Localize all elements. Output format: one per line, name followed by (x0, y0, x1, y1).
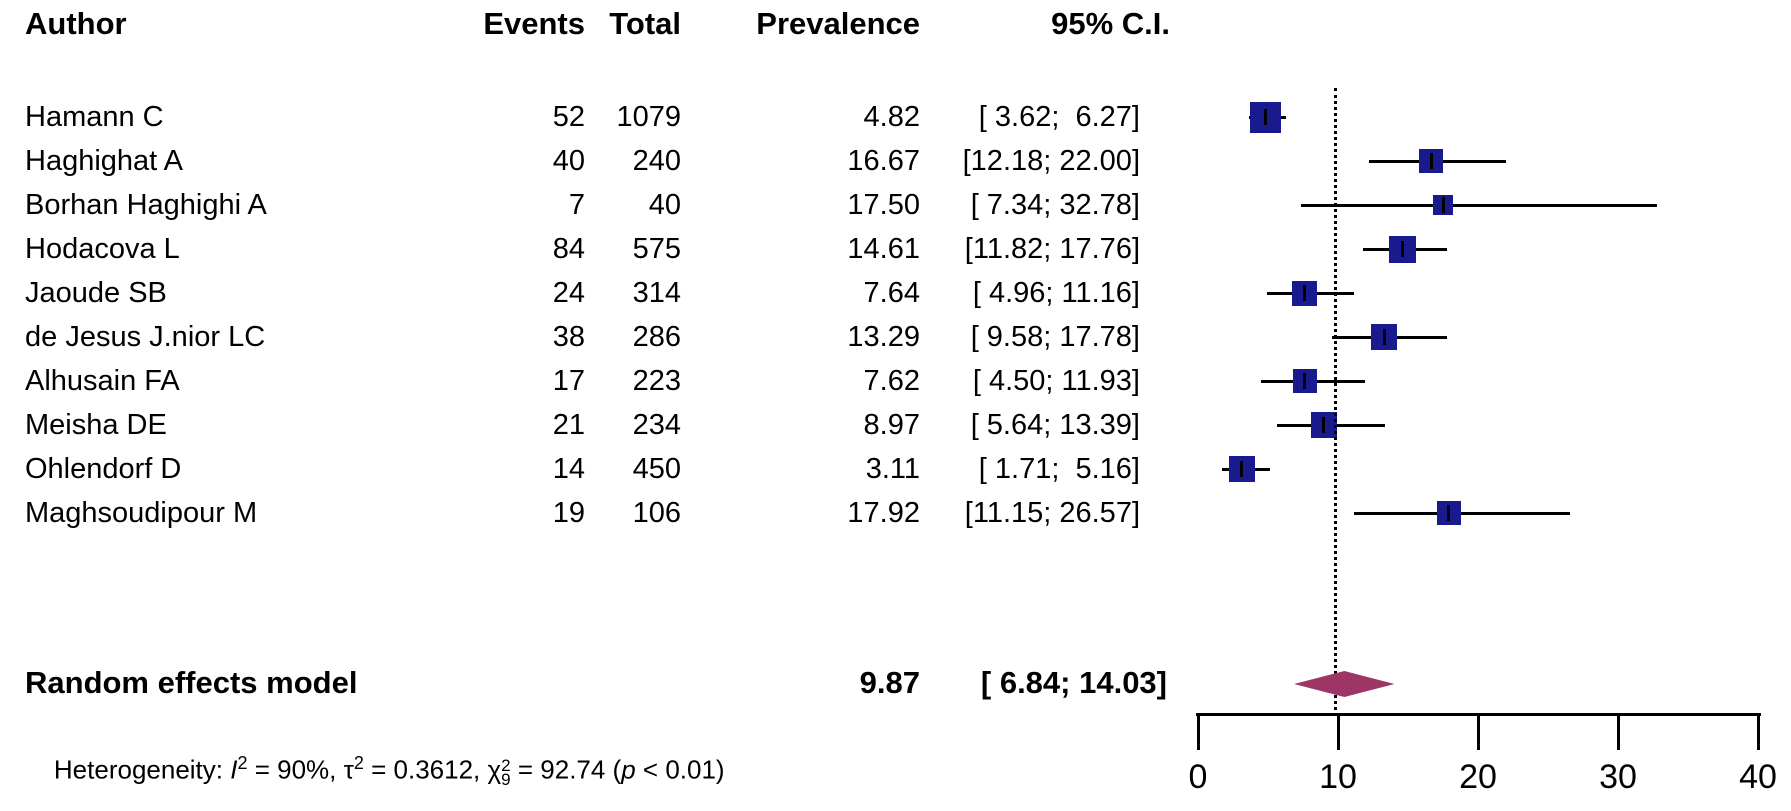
study-author: Meisha DE (25, 409, 167, 441)
study-total: 40 (648, 189, 681, 221)
study-prevalence: 7.62 (863, 365, 920, 397)
study-events: 40 (552, 145, 585, 177)
het-tau-value: = 0.3612, (363, 754, 488, 785)
point-estimate-cross (1263, 109, 1267, 125)
study-prevalence: 16.67 (847, 145, 920, 177)
study-author: Ohlendorf D (25, 453, 182, 485)
study-total: 1079 (616, 101, 681, 133)
summary-ci: [ 6.84; 14.03] (980, 665, 1167, 700)
x-axis-tick-label: 20 (1459, 758, 1497, 796)
study-ci: [ 5.64; 13.39] (970, 409, 1140, 441)
point-estimate-cross (1303, 373, 1307, 389)
study-prevalence: 14.61 (847, 233, 920, 265)
het-chi-value: = 92.74 ( (510, 754, 622, 785)
point-estimate-cross (1401, 241, 1405, 257)
study-prevalence: 8.97 (863, 409, 920, 441)
summary-label: Random effects model (25, 665, 358, 700)
x-axis-tick (1476, 713, 1480, 750)
study-author: Haghighat A (25, 145, 184, 177)
column-header-ci: 95% C.I. (1051, 6, 1170, 41)
study-total: 450 (632, 453, 681, 485)
x-axis-tick-label: 0 (1188, 758, 1208, 796)
study-total: 240 (632, 145, 681, 177)
column-header-author: Author (25, 6, 127, 41)
study-author: Maghsoudipour M (25, 497, 258, 529)
het-i-value: = 90%, (247, 754, 344, 785)
study-prevalence: 13.29 (847, 321, 920, 353)
study-ci: [ 1.71; 5.16] (978, 453, 1140, 485)
study-ci: [ 3.62; 6.27] (978, 101, 1140, 133)
column-header-prevalence: Prevalence (756, 6, 920, 41)
study-author: de Jesus J.nior LC (25, 321, 266, 353)
x-axis-tick (1616, 713, 1620, 750)
het-tau-sup: 2 (353, 753, 364, 773)
study-total: 106 (632, 497, 681, 529)
study-events: 52 (552, 101, 585, 133)
x-axis-tick (1756, 713, 1760, 750)
reference-dotted-line (1334, 88, 1337, 710)
point-estimate-cross (1322, 417, 1326, 433)
x-axis-tick-label: 10 (1319, 758, 1357, 796)
study-ci: [11.15; 26.57] (964, 497, 1140, 529)
point-estimate-cross (1303, 285, 1307, 301)
study-prevalence: 7.64 (863, 277, 920, 309)
study-events: 21 (552, 409, 585, 441)
study-events: 7 (568, 189, 585, 221)
summary-prevalence: 9.87 (859, 665, 920, 700)
study-total: 234 (632, 409, 681, 441)
study-events: 19 (552, 497, 585, 529)
point-estimate-cross (1441, 197, 1445, 213)
study-total: 223 (632, 365, 681, 397)
study-author: Hodacova L (25, 233, 180, 265)
x-axis-tick-label: 40 (1739, 758, 1777, 796)
study-prevalence: 17.50 (847, 189, 920, 221)
x-axis-tick-label: 30 (1599, 758, 1637, 796)
study-events: 17 (552, 365, 585, 397)
study-author: Hamann C (25, 101, 164, 133)
study-events: 38 (552, 321, 585, 353)
study-ci: [ 7.34; 32.78] (970, 189, 1140, 221)
het-p-value: < 0.01) (635, 754, 725, 785)
study-author: Jaoude SB (25, 277, 167, 309)
study-ci: [ 4.96; 11.16] (972, 277, 1140, 309)
study-total: 314 (632, 277, 681, 309)
study-ci: [ 9.58; 17.78] (970, 321, 1140, 353)
study-prevalence: 17.92 (847, 497, 920, 529)
het-chi-sup: 2 (501, 755, 511, 775)
ci-whisker (1300, 203, 1657, 207)
het-i-symbol: I (230, 754, 238, 785)
het-chi-sub: 9 (501, 769, 511, 789)
study-total: 286 (632, 321, 681, 353)
het-prefix: Heterogeneity: (53, 754, 231, 785)
study-events: 24 (552, 277, 585, 309)
study-events: 14 (552, 453, 585, 485)
het-i-sup: 2 (237, 753, 248, 773)
het-tau-symbol: τ (343, 754, 354, 785)
study-events: 84 (552, 233, 585, 265)
study-prevalence: 3.11 (865, 453, 920, 485)
study-author: Borhan Haghighi A (25, 189, 267, 221)
study-prevalence: 4.82 (863, 101, 920, 133)
x-axis-tick (1196, 713, 1200, 750)
study-ci: [ 4.50; 11.93] (972, 365, 1140, 397)
het-chi-symbol: χ (487, 754, 502, 785)
column-header-total: Total (609, 6, 681, 41)
point-estimate-cross (1240, 461, 1244, 477)
het-p-symbol: p (621, 754, 636, 785)
point-estimate-cross (1429, 153, 1433, 169)
ci-whisker (1354, 511, 1570, 515)
point-estimate-cross (1447, 505, 1451, 521)
x-axis-tick (1336, 713, 1340, 750)
summary-diamond (1293, 671, 1395, 697)
column-header-events: Events (483, 6, 585, 41)
study-ci: [11.82; 17.76] (964, 233, 1140, 265)
study-ci: [12.18; 22.00] (962, 145, 1140, 177)
study-author: Alhusain FA (25, 365, 180, 397)
study-total: 575 (632, 233, 681, 265)
point-estimate-cross (1382, 329, 1386, 345)
